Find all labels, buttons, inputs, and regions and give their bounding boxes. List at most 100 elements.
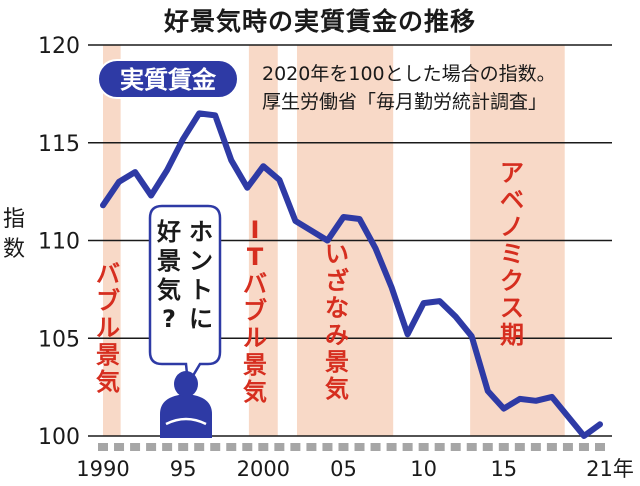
period-label-0-char: バ — [96, 260, 120, 288]
data-point-2003 — [309, 228, 314, 233]
y-tick-label-115: 115 — [38, 132, 80, 157]
period-label-3-char: ベ — [500, 186, 524, 214]
data-point-2015 — [501, 406, 507, 411]
x-tick-mark-1994 — [162, 443, 173, 451]
person-arms-icon — [165, 417, 207, 426]
data-point-1993 — [148, 193, 154, 198]
x-tick-label-2005: 05 — [330, 457, 357, 481]
data-point-1991 — [116, 179, 122, 185]
period-label-2-char: な — [325, 294, 349, 322]
data-point-1990 — [100, 203, 106, 208]
x-tick-mark-2014 — [482, 443, 493, 451]
x-tick-mark-1997 — [210, 443, 221, 451]
period-label-2-char: い — [325, 240, 349, 268]
person-icon-group — [160, 371, 212, 438]
x-tick-mark-1991 — [114, 443, 125, 451]
x-tick-mark-2017 — [530, 443, 541, 451]
x-tick-mark-1993 — [146, 443, 157, 451]
data-point-2012 — [453, 314, 458, 319]
source-note: 2020年を100とした場合の指数。厚生労働省「毎月勤労統計調査」 — [262, 63, 556, 113]
data-point-1994 — [164, 167, 170, 173]
x-tick-mark-1996 — [194, 443, 205, 451]
data-point-2007 — [373, 246, 378, 251]
x-tick-label-2010: 10 — [410, 457, 437, 481]
period-label-3-char: ノ — [500, 213, 524, 241]
speech-bubble-char: ホ — [189, 218, 213, 246]
speech-bubble-char: 気 — [157, 276, 181, 304]
period-label-3-char: 期 — [500, 321, 524, 349]
period-label-2-char: 気 — [325, 375, 349, 403]
x-tick-mark-2001 — [274, 443, 285, 451]
data-point-2019 — [565, 414, 571, 419]
data-point-2002 — [293, 218, 298, 224]
data-point-2004 — [325, 238, 330, 243]
y-tick-label-100: 100 — [38, 425, 80, 450]
data-point-2005 — [341, 214, 346, 220]
speech-bubble-char: 景 — [157, 247, 181, 275]
x-tick-mark-1998 — [226, 443, 237, 451]
x-tick-mark-2005 — [338, 443, 349, 451]
period-label-0-char: ル — [96, 314, 120, 342]
period-label-2-char: 景 — [325, 348, 349, 376]
x-tick-mark-1990 — [98, 443, 108, 451]
data-point-2010 — [421, 300, 426, 306]
speech-bubble-shape — [148, 204, 222, 388]
data-point-2009 — [405, 332, 410, 337]
series-line-group — [100, 110, 603, 439]
note-line-1: 厚生労働省「毎月勤労統計調査」 — [262, 91, 547, 113]
x-tick-mark-1992 — [130, 443, 141, 451]
series-badge-label: 実質賃金 — [120, 66, 217, 94]
x-tick-mark-2012 — [450, 443, 461, 451]
data-point-2014 — [485, 388, 490, 394]
period-label-0-char: 気 — [96, 368, 120, 396]
y-tick-labels: 100 105 110 115 120 — [38, 34, 80, 450]
x-tick-mark-1999 — [242, 443, 253, 451]
period-label-0-char: 景 — [96, 341, 120, 369]
period-label-1-char: ル — [243, 324, 267, 352]
period-label-1-char: バ — [243, 270, 267, 298]
period-label-3-char: ス — [500, 294, 524, 322]
data-point-2001 — [277, 177, 282, 183]
x-tick-label-1990: 1990 — [76, 457, 129, 481]
data-point-2013 — [469, 334, 474, 339]
x-tick-mark-2019 — [562, 443, 573, 451]
data-point-2018 — [549, 394, 555, 400]
data-point-1992 — [132, 169, 138, 175]
x-tick-mark-2006 — [354, 443, 365, 451]
speech-bubble-char: 好 — [156, 218, 181, 246]
period-label-1-char: 気 — [243, 378, 267, 406]
y-axis-label: 指数 — [3, 207, 25, 262]
x-tick-mark-2000 — [258, 443, 269, 451]
speech-bubble-char: に — [189, 305, 213, 333]
period-label-3-char: ア — [500, 159, 524, 187]
x-tick-mark-2016 — [514, 443, 525, 451]
x-tick-mark-2008 — [386, 443, 397, 451]
x-tick-mark-2010 — [418, 443, 429, 451]
period-label-1-char: 景 — [243, 351, 267, 379]
period-label-3-char: ミ — [500, 240, 524, 268]
series-line-real-wage — [100, 110, 603, 439]
chart-title: 好景気時の実質賃金の推移 — [163, 7, 476, 36]
x-tick-mark-2004 — [322, 443, 333, 451]
person-body-icon — [160, 394, 212, 438]
data-point-2020 — [581, 433, 587, 439]
data-point-1996 — [196, 111, 202, 116]
x-tick-label-2021: 21年 — [586, 457, 634, 481]
speech-bubble-char: ト — [189, 276, 213, 304]
y-axis-label-char: 指 — [3, 207, 25, 232]
y-tick-label-105: 105 — [38, 327, 80, 352]
data-point-2000 — [261, 164, 266, 169]
period-label-0-char: ブ — [96, 287, 120, 315]
x-tick-mark-2018 — [546, 443, 557, 451]
x-tick-mark-1995 — [178, 443, 189, 451]
x-tick-labels: 1990 95 2000 05 10 15 21年 — [76, 443, 634, 481]
person-head-icon — [174, 371, 198, 397]
x-tick-mark-2013 — [466, 443, 477, 451]
x-tick-mark-2003 — [306, 443, 317, 451]
series-badge: 実質賃金 — [97, 59, 239, 99]
period-label-2-char: み — [325, 321, 349, 349]
period-label-1-char: I — [251, 216, 260, 244]
